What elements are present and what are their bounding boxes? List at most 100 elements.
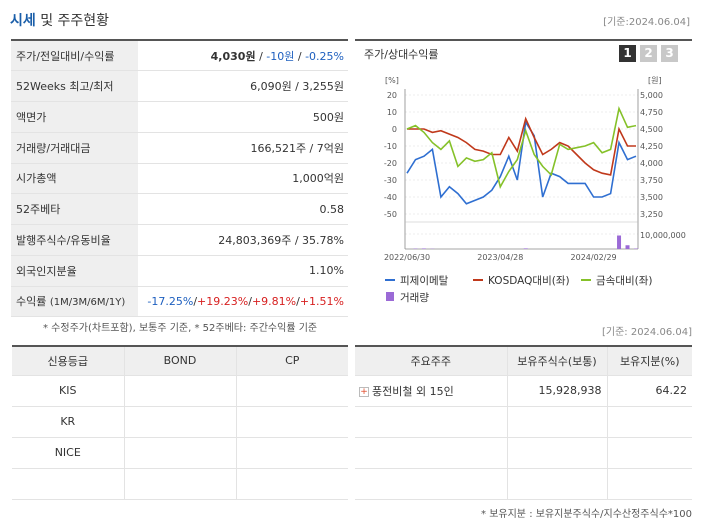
separator: / [294,49,306,63]
y-right-tick-label: 4,500 [640,125,663,134]
col-header-bond: BOND [124,346,237,376]
info-row: 52Weeks 최고/최저 6,090원 / 3,255원 [11,70,348,102]
info-value-returns: -17.25%/+19.23%/+9.81%/+1.51% [138,286,348,318]
col-header-pct: 보유지분(%) [607,346,692,376]
info-key: 액면가 [11,101,138,133]
col-header-holder: 주요주주 [355,346,508,376]
return-1m: -17.25% [147,294,194,308]
info-key: 외국인지분율 [11,255,138,287]
reference-date: [기준:2024.06.04] [603,17,690,28]
x-tick-label: 2024/02/29 [571,253,617,262]
y-right-tick-label: 4,250 [640,142,663,151]
return-6m: +9.81% [251,294,297,308]
y-left-tick-label: -20 [384,159,397,168]
info-row: 액면가 500원 [11,101,348,133]
chart-title: 주가/상대수익률 [364,48,439,61]
stock-info-table: 주가/전일대비/수익률 4,030원 / -10원 / -0.25% 52Wee… [11,39,348,318]
credit-header-row: 신용등급 BOND CP [12,346,348,376]
info-key: 수익률 (1M/3M/6M/1Y) [11,286,138,318]
y-right-tick-label: 4,000 [640,159,663,168]
y-right-tick-label: 3,250 [640,210,663,219]
return-3m: +19.23% [197,294,249,308]
y-left-tick-label: -10 [384,142,397,151]
holders-header-row: 주요주주 보유주식수(보통) 보유지분(%) [355,346,692,376]
right-unit: [원] [648,76,662,85]
cp-rating [236,437,348,469]
info-key: 52주베타 [11,193,138,225]
cp-rating [236,406,348,438]
price-change: -10원 [266,49,295,63]
info-value: 500원 [138,101,348,133]
bond-rating [124,468,237,500]
info-value: 6,090원 / 3,255원 [138,70,348,102]
series-line-0 [406,119,637,205]
volume-bar [625,245,630,249]
info-value: 1.10% [138,255,348,287]
rating-agency: NICE [12,437,125,469]
y-left-tick-label: -40 [384,193,397,202]
legend-label: 거래량 [400,292,429,304]
info-row: 외국인지분율 1.10% [11,255,348,287]
return-1y: +1.51% [299,294,344,308]
info-key: 거래량/거래대금 [11,132,138,164]
info-row-returns: 수익률 (1M/3M/6M/1Y) -17.25%/+19.23%/+9.81%… [11,286,348,318]
volume-bar [523,248,528,249]
info-row: 거래량/거래대금 166,521주 / 7억원 [11,132,348,164]
rating-agency: KIS [12,375,125,407]
table-row: KR [12,406,348,438]
plus-icon[interactable]: + [359,386,369,397]
legend-label: 피제이메탈 [400,274,449,287]
chart-button-2[interactable]: 2 [640,45,657,62]
table-row [355,437,692,469]
info-row: 주가/전일대비/수익률 4,030원 / -10원 / -0.25% [11,39,348,72]
major-shareholders-table: 주요주주 보유주식수(보통) 보유지분(%) + 풍전비철 외 15인 15,92… [355,345,692,500]
legend-swatch [386,292,394,301]
rating-agency: KR [12,406,125,438]
table-row [355,406,692,438]
volume-bar [421,248,426,249]
price: 4,030원 [210,49,256,63]
col-header-shares: 보유주식수(보통) [507,346,608,376]
holder-shares: 15,928,938 [507,375,608,407]
col-header-rating: 신용등급 [12,346,125,376]
holder-name-cell: + 풍전비철 외 15인 [355,375,508,407]
bond-rating [124,437,237,469]
volume-bar [617,235,622,249]
y-left-tick-label: 0 [392,125,397,134]
info-value-price: 4,030원 / -10원 / -0.25% [138,39,348,72]
y-right-tick-label: 5,000 [640,91,663,100]
section-title: 시세 및 주주현황 [10,10,109,30]
price-chart: [%] [원] 20 10 0 -10 -20 -30 -40 -50 5,000 4,750 4,… [384,76,686,304]
chart-button-3[interactable]: 3 [661,45,678,62]
price-change-pct: -0.25% [305,49,344,63]
holder-pct: 64.22 [607,375,692,407]
volume-tick-label: 10,000,000 [640,231,686,240]
series-line-1 [407,116,636,176]
info-key: 주가/전일대비/수익률 [11,39,138,72]
table-row: NICE [12,437,348,469]
x-tick-label: 2023/04/28 [477,253,523,262]
separator: / [296,294,300,308]
table-row: + 풍전비철 외 15인 15,928,938 64.22 [355,375,692,407]
info-value: 24,803,369주 / 35.78% [138,224,348,256]
rating-agency [12,468,125,500]
chart-button-1[interactable]: 1 [619,45,636,62]
legend-label: KOSDAQ대비(좌) [488,275,570,287]
section-header: 시세 및 주주현황 [기준:2024.06.04] [10,8,692,30]
y-left-tick-label: 20 [387,91,397,100]
bond-rating [124,375,237,407]
holder-name[interactable]: 풍전비철 외 15인 [372,384,454,398]
cp-rating [236,468,348,500]
legend-label: 금속대비(좌) [596,275,653,287]
y-right-tick-label: 3,750 [640,176,663,185]
table-row [12,468,348,500]
returns-period: (1M/3M/6M/1Y) [49,297,126,309]
holders-footnote: * 보유지분 : 보유지분주식수/지수산정주식수*100 [481,509,692,520]
returns-label: 수익률 [16,295,47,309]
credit-rating-table: 신용등급 BOND CP KIS KR NICE [12,345,348,500]
left-unit: [%] [385,76,399,85]
title-highlight: 시세 [10,13,36,29]
info-row: 52주베타 0.58 [11,193,348,225]
